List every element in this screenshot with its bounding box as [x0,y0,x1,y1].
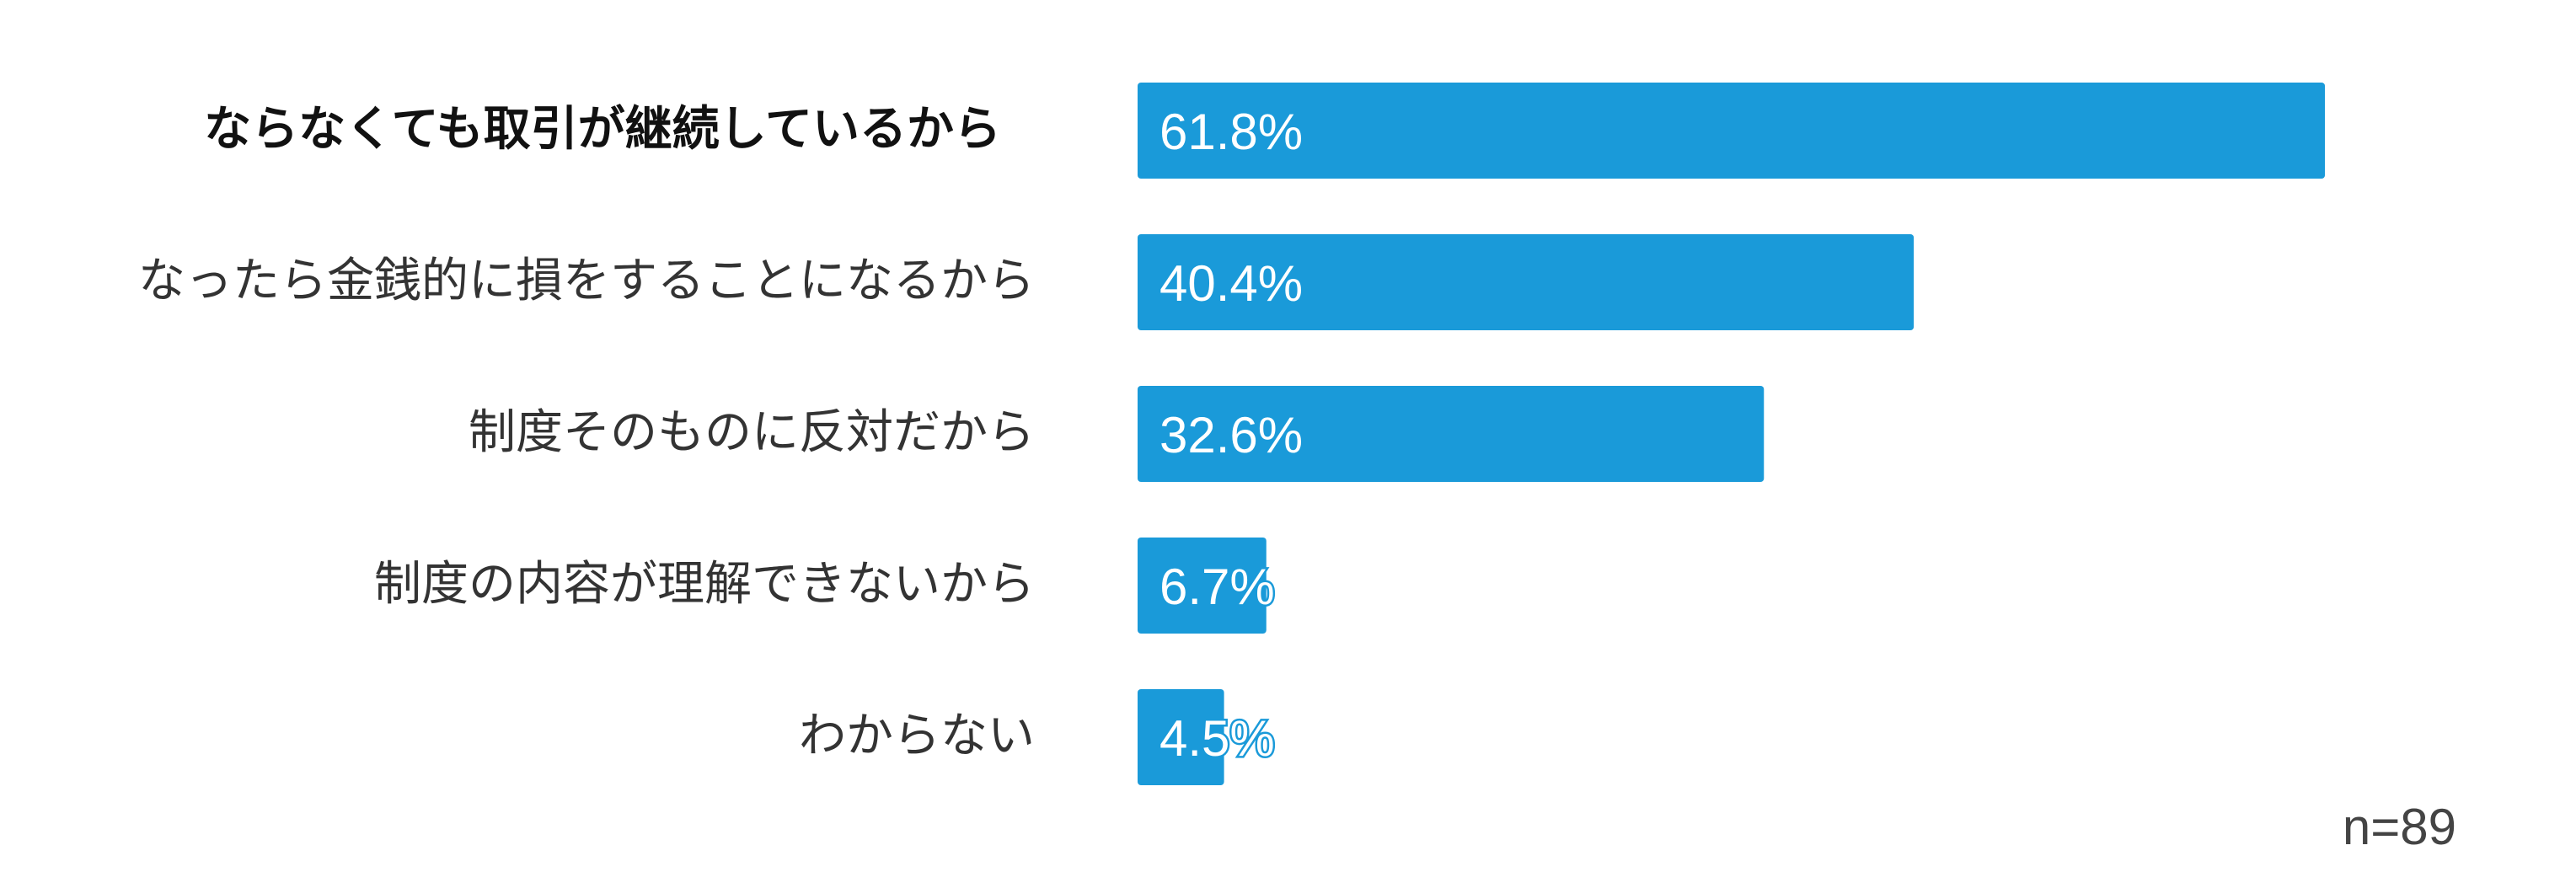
data-label: 40.4% [1159,255,1303,312]
bar [1138,234,1915,330]
bar [1138,689,1224,785]
data-label: 6.7% [1159,559,1275,615]
bar [1138,538,1267,634]
category-label: わからない [799,709,1035,763]
category-label: なったら金銭的に損をすることになるから [138,254,1035,308]
category-labels: ならなくても取引が継続しているからなったら金銭的に損をすることになるから制度その… [138,102,1035,763]
category-label: ならなくても取引が継続しているから [204,102,1001,157]
sample-size-note: n=89 [2343,799,2456,855]
bar [1138,386,1765,482]
bars [1138,83,2326,785]
category-label: 制度そのものに反対だから [469,405,1035,460]
bar [1138,83,2326,179]
data-label: 32.6% [1159,407,1303,463]
value-labels: 61.8% 40.4% 32.6% 6.7% 4.5% [1158,102,1305,769]
data-label: 4.5% [1159,710,1275,767]
data-label: 61.8% [1159,104,1303,160]
category-label: 制度の内容が理解できないから [374,557,1035,612]
